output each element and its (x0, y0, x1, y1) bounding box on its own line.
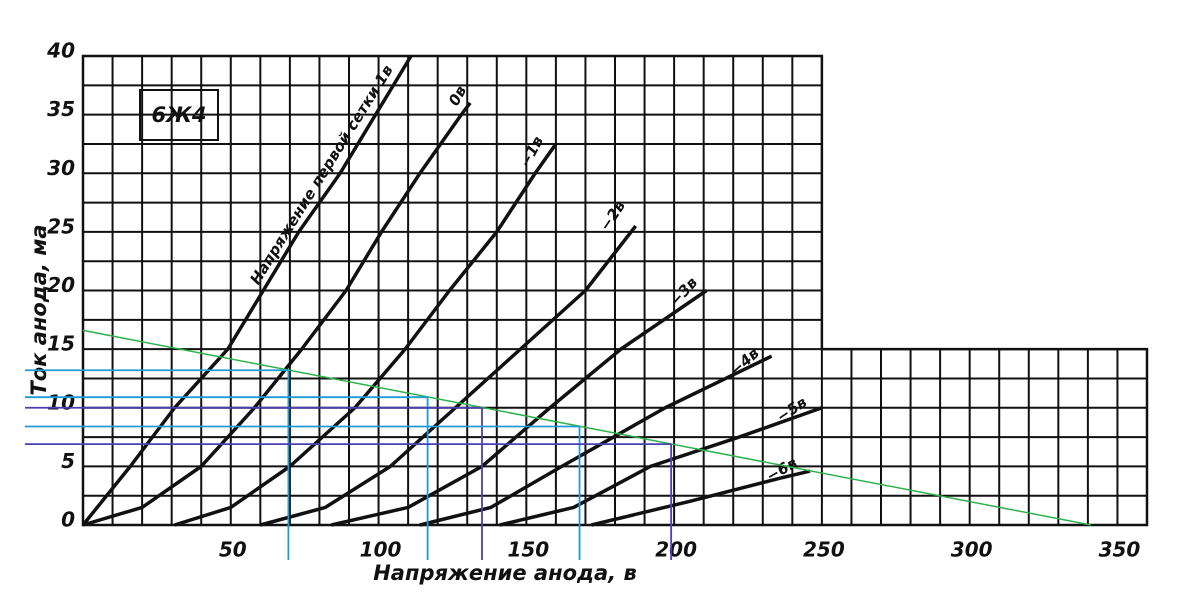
curve (419, 354, 773, 527)
y-tick-label: 5 (61, 449, 75, 473)
curve (499, 406, 823, 527)
y-axis-title: Ток анода, ма (27, 224, 51, 395)
x-axis-title: Напряжение анода, в (373, 561, 637, 585)
x-tick-label: 300 (951, 538, 993, 562)
y-tick-label: 15 (47, 332, 75, 356)
curve (590, 469, 811, 527)
y-tick-label: 30 (47, 156, 75, 180)
grid-frame (81, 54, 1149, 527)
y-tick-label: 10 (47, 390, 75, 414)
y-tick-label: 25 (47, 214, 75, 238)
curve-label: −6в (763, 454, 800, 486)
x-tick-label: 50 (219, 538, 247, 562)
curve (174, 142, 558, 527)
x-tick-label: 150 (507, 538, 549, 562)
load-line (82, 329, 1091, 526)
x-tick-label: 100 (360, 538, 402, 562)
x-tick-label: 250 (803, 538, 845, 562)
curve-label: Напряжение первой сетки 1в (246, 62, 396, 288)
x-tick-label: 350 (1099, 538, 1141, 562)
curve (81, 55, 413, 527)
y-tick-label: 40 (46, 39, 75, 63)
y-tick-label: 0 (61, 508, 75, 532)
y-tick-label: 20 (47, 273, 75, 297)
x-tick-label: 200 (655, 538, 697, 562)
curve-label: −3в (666, 274, 701, 310)
curve (330, 289, 708, 527)
y-tick-label: 35 (47, 97, 75, 121)
curve (82, 101, 472, 527)
